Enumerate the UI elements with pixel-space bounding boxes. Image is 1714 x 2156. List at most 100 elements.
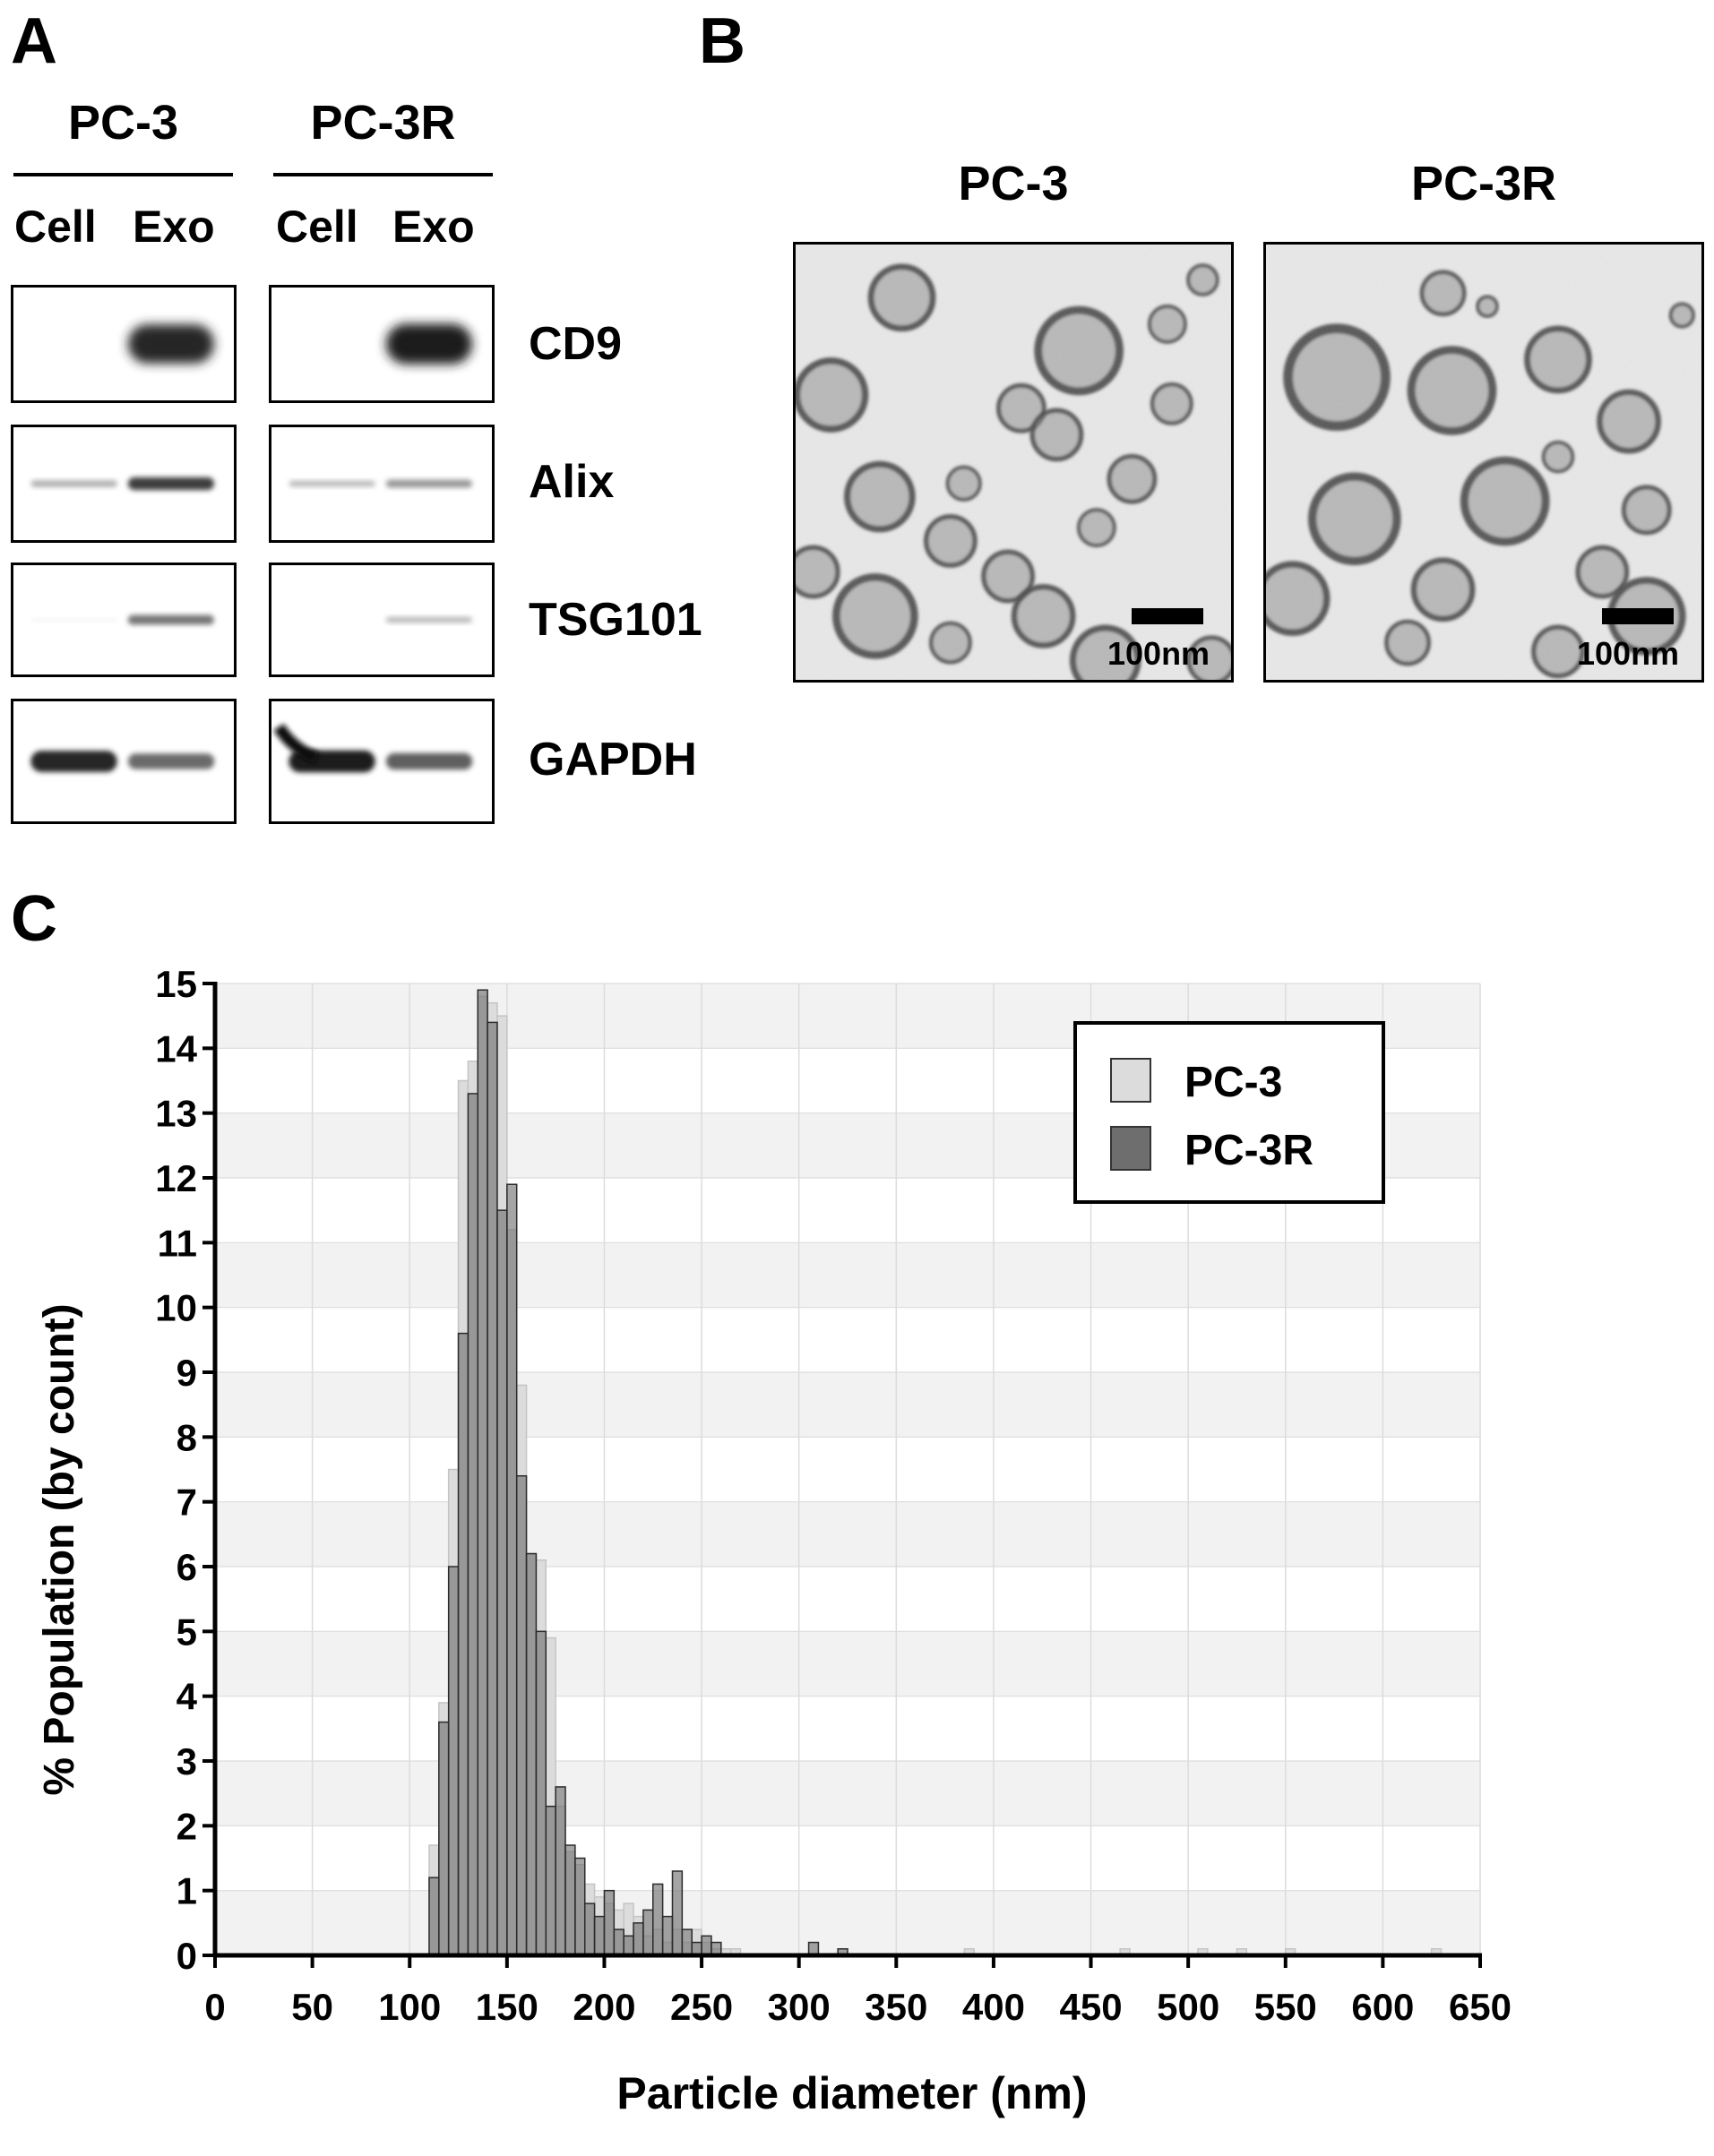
bar-pc-3r bbox=[593, 1915, 606, 1956]
legend-swatch-pc-3r bbox=[1110, 1126, 1151, 1171]
em-image-pc3r bbox=[1263, 242, 1704, 683]
panel-c-label: C bbox=[11, 883, 57, 955]
protein-label-tsg101: TSG101 bbox=[529, 594, 702, 646]
x-tick-label: 350 bbox=[865, 1986, 927, 2028]
lane-label-pc3r-exo: Exo bbox=[392, 202, 475, 252]
grid-band bbox=[215, 1631, 1480, 1696]
blot-gapdh-pc3r bbox=[269, 699, 495, 824]
scale-bar-pc3r bbox=[1602, 608, 1674, 624]
x-tick-label: 150 bbox=[476, 1986, 538, 2028]
lane-label-pc3-exo: Exo bbox=[133, 202, 215, 252]
bar-pc-3r bbox=[681, 1928, 693, 1956]
bar-pc-3r bbox=[545, 1805, 556, 1956]
band-gapdh-pc-3r-exo bbox=[385, 752, 473, 770]
band-tsg101-pc-3-exo bbox=[127, 614, 214, 625]
y-tick-label: 13 bbox=[155, 1093, 197, 1135]
y-tick-label: 2 bbox=[177, 1805, 197, 1847]
y-tick-label: 14 bbox=[155, 1027, 197, 1069]
bar-pc-3r bbox=[447, 1566, 460, 1956]
x-tick-label: 400 bbox=[962, 1986, 1025, 2028]
bar-pc-3r bbox=[564, 1844, 576, 1956]
protein-label-alix: Alix bbox=[529, 456, 615, 508]
band-gapdh-pc-3-exo bbox=[127, 753, 215, 769]
scale-label-pc3r: 100nm bbox=[1577, 635, 1680, 672]
bar-pc-3r bbox=[428, 1877, 440, 1956]
band-cd9-pc-3r-exo bbox=[385, 323, 473, 365]
band-gapdh-pc-3-cell bbox=[30, 751, 117, 772]
group-rule-pc3 bbox=[13, 173, 233, 176]
bar-pc-3r bbox=[623, 1935, 634, 1956]
blot-cd9-pc3r bbox=[269, 285, 495, 403]
band-alix-pc-3r-exo bbox=[385, 479, 473, 488]
bar-pc-3r bbox=[535, 1630, 547, 1956]
grid-band bbox=[215, 1372, 1480, 1438]
x-tick-label: 650 bbox=[1449, 1986, 1512, 2028]
group-rule-pc3r bbox=[273, 173, 493, 176]
group-header-pc3r: PC-3R bbox=[310, 96, 456, 150]
protein-label-cd9: CD9 bbox=[529, 318, 623, 370]
bar-pc-3r bbox=[613, 1928, 624, 1956]
grid-band bbox=[215, 1242, 1480, 1308]
y-tick-label: 8 bbox=[177, 1416, 197, 1458]
y-tick-label: 7 bbox=[177, 1482, 197, 1524]
band-alix-pc-3-cell bbox=[30, 480, 117, 487]
bar-pc-3r bbox=[467, 1093, 479, 1956]
y-tick-label: 5 bbox=[177, 1611, 197, 1653]
grid-band bbox=[215, 1890, 1480, 1955]
protein-label-gapdh: GAPDH bbox=[529, 734, 697, 786]
x-tick-label: 300 bbox=[768, 1986, 831, 2028]
bar-pc-3r bbox=[574, 1857, 586, 1956]
y-tick-label: 3 bbox=[177, 1740, 197, 1782]
lane-label-pc3r-cell: Cell bbox=[276, 202, 358, 252]
bar-pc-3r bbox=[487, 1021, 498, 1956]
band-alix-pc-3r-cell bbox=[289, 480, 375, 487]
x-tick-label: 250 bbox=[670, 1986, 733, 2028]
x-tick-label: 500 bbox=[1157, 1986, 1219, 2028]
y-tick-label: 1 bbox=[177, 1870, 197, 1912]
band-cd9-pc-3-exo bbox=[127, 324, 215, 364]
grid-band bbox=[215, 1761, 1480, 1826]
y-tick-label: 6 bbox=[177, 1546, 197, 1588]
em-title-pc3r: PC-3R bbox=[1410, 157, 1557, 210]
x-tick-label: 600 bbox=[1351, 1986, 1414, 2028]
bar-pc-3r bbox=[701, 1935, 712, 1956]
blot-alix-pc3r bbox=[269, 425, 495, 543]
bar-pc-3r bbox=[477, 989, 488, 1956]
band-tsg101-pc-3-cell bbox=[30, 618, 117, 622]
panel-b-label: B bbox=[699, 5, 745, 77]
x-tick-label: 100 bbox=[378, 1986, 441, 2028]
x-tick-label: 0 bbox=[204, 1986, 225, 2028]
lane-label-pc3-cell: Cell bbox=[14, 202, 97, 252]
bar-pc-3r bbox=[506, 1183, 518, 1956]
group-header-pc3: PC-3 bbox=[67, 96, 179, 150]
legend-label-pc-3r: PC-3R bbox=[1184, 1127, 1313, 1174]
panel-a-label: A bbox=[11, 5, 57, 77]
x-tick-label: 450 bbox=[1059, 1986, 1122, 2028]
blot-gapdh-pc3 bbox=[11, 699, 237, 824]
grid-band bbox=[215, 1501, 1480, 1567]
bar-pc-3r bbox=[555, 1786, 566, 1956]
y-tick-label: 9 bbox=[177, 1352, 197, 1394]
bar-pc-3r bbox=[525, 1552, 538, 1956]
blot-cd9-pc3 bbox=[11, 285, 237, 403]
bar-pc-3r bbox=[438, 1721, 450, 1956]
y-axis-label: % Population (by count) bbox=[36, 1303, 83, 1795]
x-axis-label: Particle diameter (nm) bbox=[616, 2068, 1087, 2118]
band-gapdh-pc3r-smear bbox=[273, 723, 319, 764]
legend-label-pc-3: PC-3 bbox=[1184, 1059, 1282, 1106]
y-tick-label: 0 bbox=[177, 1935, 197, 1977]
band-alix-pc-3-exo bbox=[127, 477, 215, 491]
y-tick-label: 4 bbox=[177, 1676, 198, 1718]
bar-pc-3r bbox=[661, 1915, 674, 1956]
band-tsg101-pc-3r-exo bbox=[385, 616, 472, 623]
blot-tsg101-pc3 bbox=[11, 563, 237, 677]
bar-pc-3r bbox=[496, 1209, 508, 1956]
legend-box bbox=[1073, 1021, 1385, 1204]
y-tick-label: 12 bbox=[155, 1157, 197, 1199]
bar-pc-3r bbox=[652, 1883, 664, 1956]
legend-swatch-pc-3 bbox=[1110, 1058, 1151, 1103]
y-tick-label: 11 bbox=[158, 1222, 197, 1264]
bar-pc-3r bbox=[633, 1922, 644, 1956]
bar-pc-3r bbox=[515, 1474, 528, 1956]
